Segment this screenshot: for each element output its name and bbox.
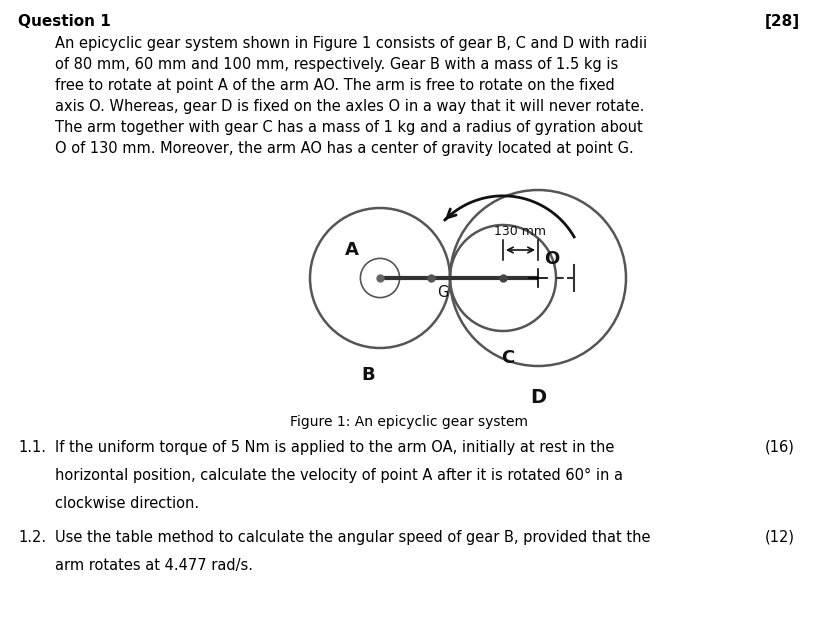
Text: horizontal position, calculate the velocity of point A after it is rotated 60° i: horizontal position, calculate the veloc…	[55, 468, 623, 483]
Text: Figure 1: An epicyclic gear system: Figure 1: An epicyclic gear system	[290, 415, 528, 429]
Text: 1.2.: 1.2.	[18, 530, 46, 545]
Text: (16): (16)	[765, 440, 795, 455]
Text: C: C	[501, 349, 515, 367]
Text: A: A	[345, 241, 359, 259]
Text: [28]: [28]	[765, 14, 800, 29]
Text: The arm together with gear C has a mass of 1 kg and a radius of gyration about: The arm together with gear C has a mass …	[55, 120, 643, 135]
Text: 1.1.: 1.1.	[18, 440, 46, 455]
Text: An epicyclic gear system shown in Figure 1 consists of gear B, C and D with radi: An epicyclic gear system shown in Figure…	[55, 36, 647, 51]
Text: O of 130 mm. Moreover, the arm AO has a center of gravity located at point G.: O of 130 mm. Moreover, the arm AO has a …	[55, 141, 634, 156]
Text: clockwise direction.: clockwise direction.	[55, 496, 199, 511]
Text: 130 mm: 130 mm	[495, 225, 546, 238]
Text: Question 1: Question 1	[18, 14, 110, 29]
Text: G: G	[438, 285, 449, 300]
Text: (12): (12)	[765, 530, 795, 545]
Text: free to rotate at point A of the arm AO. The arm is free to rotate on the fixed: free to rotate at point A of the arm AO.…	[55, 78, 615, 93]
Text: of 80 mm, 60 mm and 100 mm, respectively. Gear B with a mass of 1.5 kg is: of 80 mm, 60 mm and 100 mm, respectively…	[55, 57, 618, 72]
Text: D: D	[530, 388, 546, 407]
Text: axis O. Whereas, gear D is fixed on the axles O in a way that it will never rota: axis O. Whereas, gear D is fixed on the …	[55, 99, 645, 114]
Text: B: B	[362, 366, 375, 384]
Text: If the uniform torque of 5 Nm is applied to the arm OA, initially at rest in the: If the uniform torque of 5 Nm is applied…	[55, 440, 614, 455]
Text: O: O	[544, 250, 560, 268]
Text: Use the table method to calculate the angular speed of gear B, provided that the: Use the table method to calculate the an…	[55, 530, 650, 545]
Text: arm rotates at 4.477 rad/s.: arm rotates at 4.477 rad/s.	[55, 558, 253, 573]
